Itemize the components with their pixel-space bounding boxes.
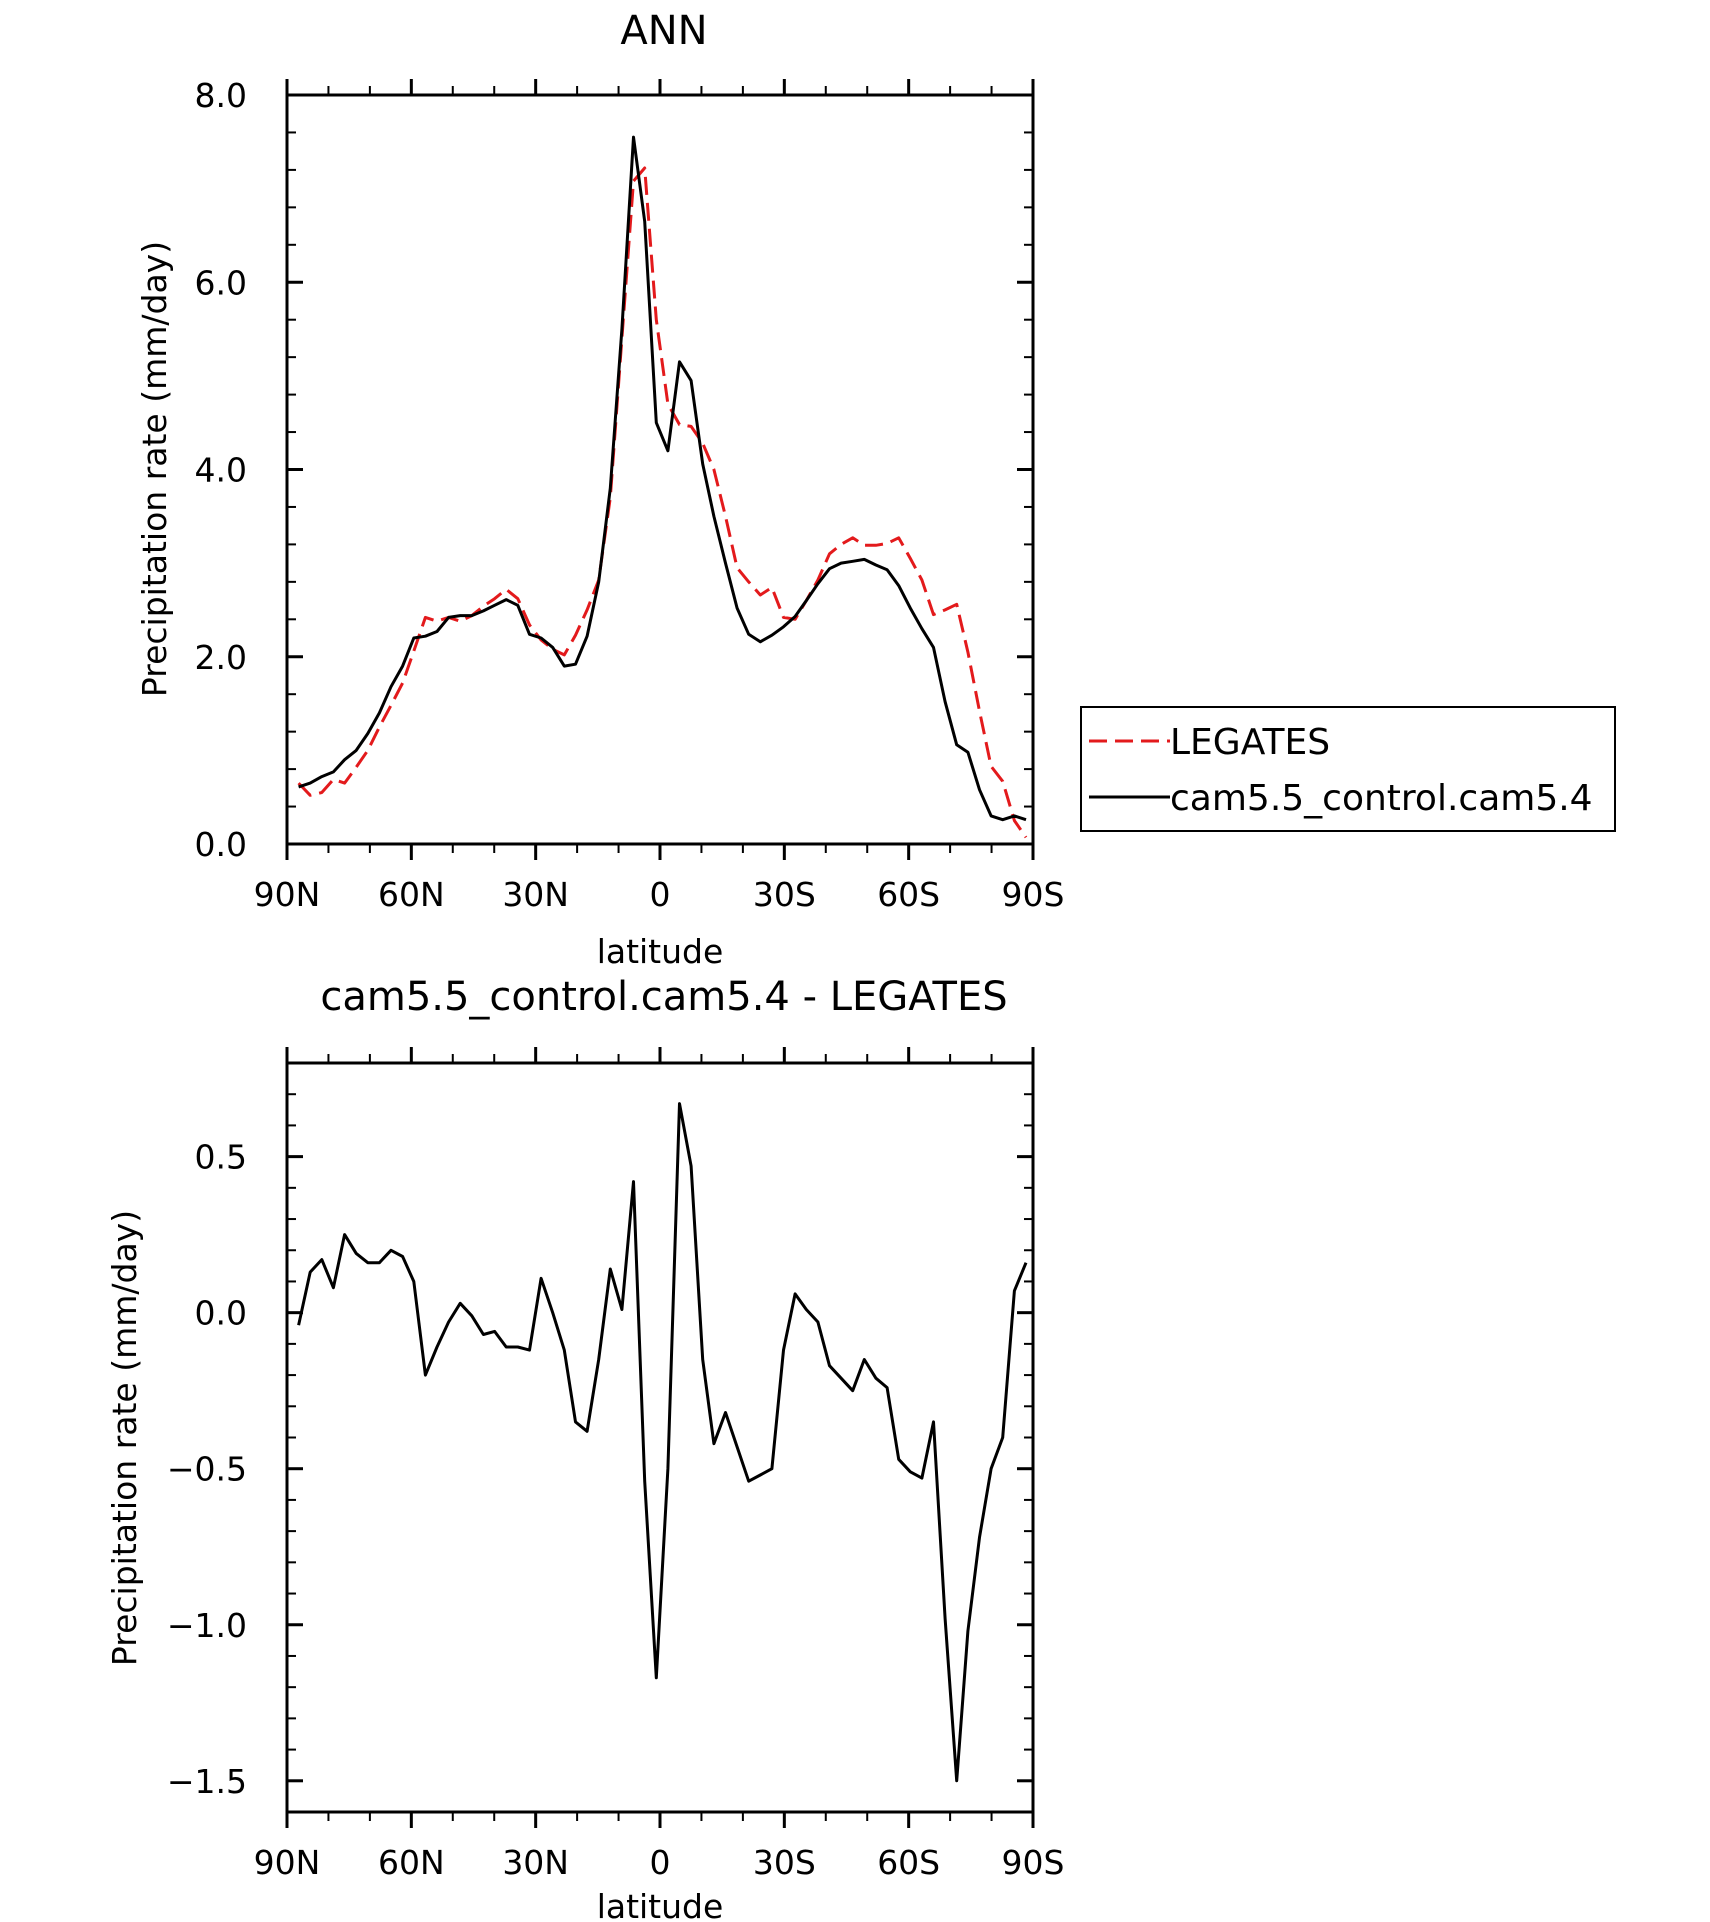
difference-plot-frame	[285, 1061, 1035, 1814]
x-tick-label: 60N	[378, 875, 445, 914]
x-tick-label: 30S	[753, 1843, 816, 1882]
y-tick-label: 0.0	[195, 1294, 247, 1333]
y-tick-label: 4.0	[195, 451, 247, 490]
difference-axis-ticks	[285, 1047, 1035, 1828]
main-x-axis-label: latitude	[597, 932, 724, 971]
main-series-line-1	[298, 135, 1027, 822]
x-tick-label: 90S	[1002, 1843, 1065, 1882]
difference-chart-title: cam5.5_control.cam5.4 - LEGATES	[320, 974, 1007, 1020]
y-tick-label: 2.0	[195, 638, 247, 677]
x-tick-label: 0	[650, 1843, 671, 1882]
main-axis-ticks	[285, 79, 1035, 860]
main-chart-title: ANN	[620, 8, 707, 54]
x-tick-label: 90S	[1002, 875, 1065, 914]
x-tick-label: 90N	[254, 875, 321, 914]
main-series-line-0	[297, 166, 1028, 839]
difference-x-axis-label: latitude	[597, 1887, 724, 1922]
main-precip-panel: ANN 90N 60N 30N 0 30S 60S 90S 0.0 2.0 4.0 6.0 8.0 l…	[135, 8, 1616, 971]
legend: LEGATES cam5.5_control.cam5.4	[1080, 706, 1616, 832]
x-tick-label: 60N	[378, 1843, 445, 1882]
difference-series-line-0	[297, 1102, 1028, 1783]
legend-label-model: cam5.5_control.cam5.4	[1170, 778, 1593, 819]
difference-axis-tick-labels: 90N 60N 30N 0 30S 60S 90S −1.5 −1.0 −0.5 0.0 0.5	[167, 1138, 1065, 1882]
x-tick-label: 0	[650, 875, 671, 914]
x-tick-label: 60S	[877, 875, 940, 914]
x-tick-label: 30N	[502, 1843, 569, 1882]
y-tick-label: −1.0	[167, 1606, 247, 1645]
legend-box	[1080, 706, 1616, 832]
y-tick-label: 0.0	[195, 825, 247, 864]
legend-label-legates: LEGATES	[1170, 722, 1330, 763]
difference-y-axis-label: Precipitation rate (mm/day)	[105, 1210, 144, 1666]
y-tick-label: 8.0	[195, 76, 247, 115]
y-tick-label: 6.0	[195, 263, 247, 302]
main-y-axis-label: Precipitation rate (mm/day)	[135, 241, 174, 697]
y-tick-label: 0.5	[195, 1138, 247, 1177]
y-tick-label: −0.5	[167, 1450, 247, 1489]
x-tick-label: 30N	[502, 875, 569, 914]
x-tick-label: 60S	[877, 1843, 940, 1882]
x-tick-label: 90N	[254, 1843, 321, 1882]
y-tick-label: −1.5	[167, 1762, 247, 1801]
difference-series-line	[297, 1102, 1028, 1783]
x-tick-label: 30S	[753, 875, 816, 914]
main-series-lines	[297, 135, 1028, 839]
main-plot-frame	[285, 93, 1035, 846]
difference-panel: cam5.5_control.cam5.4 - LEGATES 90N 60N 30…	[105, 974, 1064, 1922]
main-axis-tick-labels: 90N 60N 30N 0 30S 60S 90S 0.0 2.0 4.0 6.0 8.0	[195, 76, 1065, 914]
